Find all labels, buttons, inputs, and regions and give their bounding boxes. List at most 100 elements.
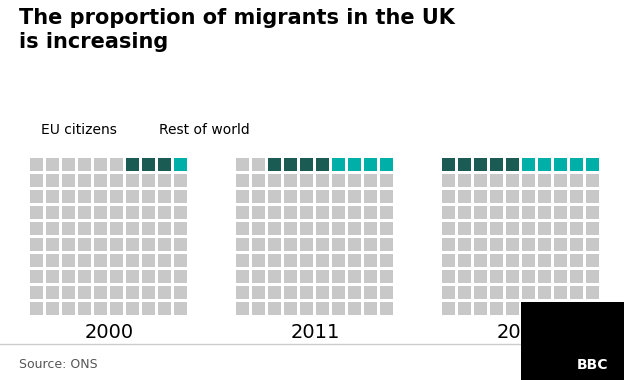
Bar xyxy=(78,190,91,203)
Bar xyxy=(173,254,187,267)
Bar xyxy=(236,158,249,171)
Bar xyxy=(78,238,91,251)
Bar xyxy=(30,190,43,203)
Bar xyxy=(316,286,329,299)
Bar xyxy=(474,302,487,315)
Bar xyxy=(126,206,139,219)
Bar xyxy=(538,222,551,235)
Bar xyxy=(94,286,107,299)
Bar xyxy=(316,222,329,235)
Bar xyxy=(142,254,155,267)
Bar xyxy=(585,270,598,283)
Bar xyxy=(538,254,551,267)
Bar xyxy=(553,158,567,171)
Bar xyxy=(348,158,361,171)
Bar xyxy=(268,270,281,283)
Bar xyxy=(110,222,123,235)
Bar xyxy=(538,302,551,315)
Bar xyxy=(553,222,567,235)
Bar xyxy=(570,190,583,203)
Bar xyxy=(506,174,519,187)
Bar xyxy=(332,238,345,251)
Bar xyxy=(442,238,455,251)
Bar xyxy=(458,222,471,235)
Bar xyxy=(284,302,297,315)
Bar xyxy=(522,158,535,171)
Bar xyxy=(300,238,313,251)
Bar xyxy=(442,254,455,267)
Bar xyxy=(379,174,392,187)
Bar xyxy=(110,206,123,219)
Bar xyxy=(158,222,171,235)
Bar xyxy=(110,190,123,203)
Bar xyxy=(442,206,455,219)
Bar xyxy=(506,190,519,203)
Bar xyxy=(348,174,361,187)
Bar xyxy=(570,286,583,299)
Bar xyxy=(62,174,75,187)
Bar xyxy=(94,254,107,267)
Bar xyxy=(252,206,265,219)
Bar xyxy=(474,254,487,267)
Bar xyxy=(442,270,455,283)
Bar xyxy=(442,286,455,299)
Bar xyxy=(522,270,535,283)
Bar xyxy=(94,222,107,235)
Bar xyxy=(300,190,313,203)
Bar xyxy=(522,206,535,219)
Bar xyxy=(94,190,107,203)
Bar xyxy=(474,222,487,235)
Bar xyxy=(78,222,91,235)
Text: The proportion of migrants in the UK
is increasing: The proportion of migrants in the UK is … xyxy=(19,8,455,52)
Text: EU citizens: EU citizens xyxy=(41,124,117,137)
Bar xyxy=(458,286,471,299)
Bar xyxy=(300,286,313,299)
Bar xyxy=(268,158,281,171)
Bar xyxy=(332,270,345,283)
Bar xyxy=(268,238,281,251)
Bar xyxy=(94,174,107,187)
Bar xyxy=(126,270,139,283)
Bar xyxy=(173,158,187,171)
Bar xyxy=(442,158,455,171)
Bar xyxy=(142,286,155,299)
Bar xyxy=(458,190,471,203)
Bar xyxy=(474,206,487,219)
Bar xyxy=(158,254,171,267)
Bar xyxy=(348,302,361,315)
Bar xyxy=(142,158,155,171)
Bar xyxy=(158,286,171,299)
Bar xyxy=(474,286,487,299)
Bar xyxy=(126,222,139,235)
Bar xyxy=(522,174,535,187)
Bar xyxy=(585,286,598,299)
Bar xyxy=(585,302,598,315)
Bar xyxy=(458,158,471,171)
Bar xyxy=(173,206,187,219)
Bar xyxy=(348,222,361,235)
Bar xyxy=(30,302,43,315)
Bar xyxy=(490,238,503,251)
Bar xyxy=(553,190,567,203)
Bar xyxy=(110,174,123,187)
Bar xyxy=(348,254,361,267)
Bar xyxy=(553,238,567,251)
Bar xyxy=(94,206,107,219)
Bar xyxy=(126,286,139,299)
Bar xyxy=(538,206,551,219)
Bar xyxy=(62,222,75,235)
Bar xyxy=(268,286,281,299)
Bar xyxy=(442,222,455,235)
Bar xyxy=(268,302,281,315)
Bar xyxy=(300,302,313,315)
Bar xyxy=(30,222,43,235)
Bar xyxy=(236,222,249,235)
Bar xyxy=(506,270,519,283)
Bar xyxy=(364,254,377,267)
Bar xyxy=(126,302,139,315)
Bar xyxy=(158,190,171,203)
Bar xyxy=(30,270,43,283)
Bar xyxy=(252,302,265,315)
Bar xyxy=(284,174,297,187)
Bar xyxy=(173,222,187,235)
